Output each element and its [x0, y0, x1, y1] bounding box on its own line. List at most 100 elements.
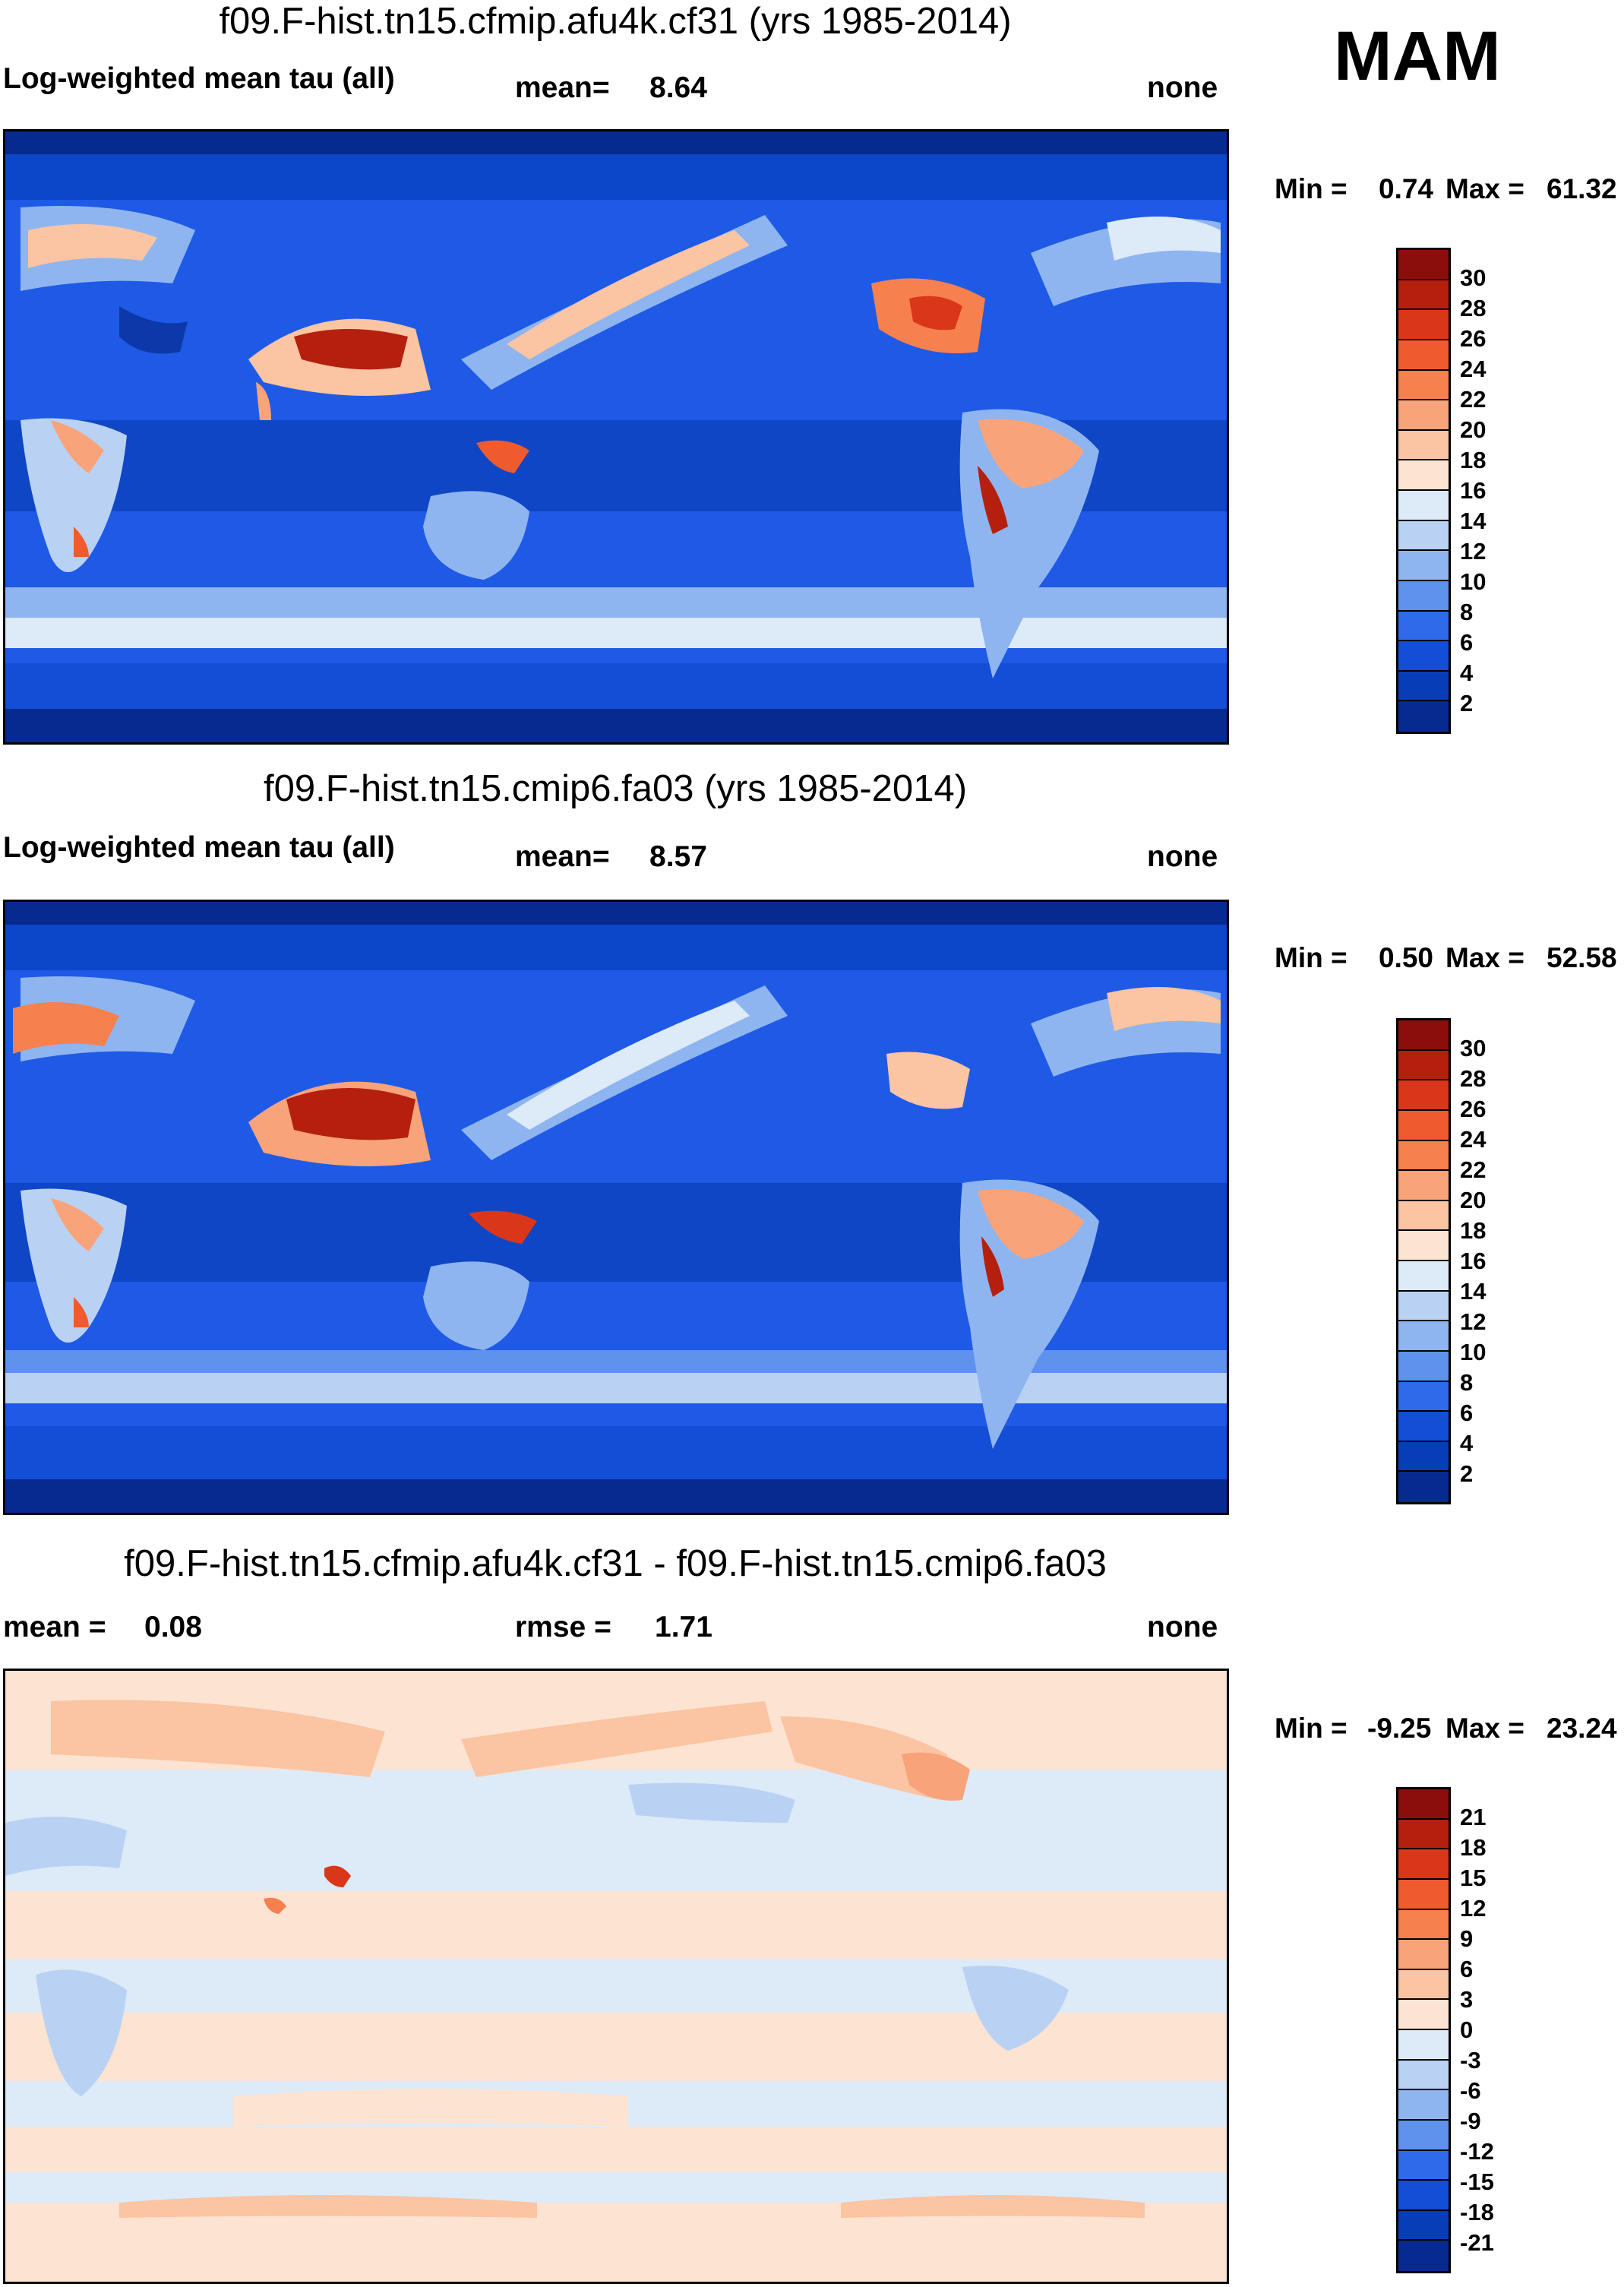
panel-2-max-label: Max =: [1445, 942, 1524, 973]
colorbar-swatch: [1398, 520, 1449, 552]
colorbar-swatch: [1398, 370, 1449, 401]
panel-2-mean-value: 8.57: [649, 840, 707, 873]
colorbar-swatch: [1398, 1819, 1449, 1850]
colorbar-swatch: [1398, 430, 1449, 461]
colorbar-swatch: [1398, 1080, 1449, 1111]
panel-2-colorbar: [1396, 1018, 1451, 1504]
colorbar-swatch: [1398, 1441, 1449, 1472]
colorbar-tick-label: -21: [1460, 2229, 1494, 2256]
colorbar-tick-label: 0: [1460, 2017, 1474, 2043]
colorbar-tick-label: 6: [1460, 1400, 1474, 1426]
panel-3-map-field: [5, 1671, 1227, 2282]
colorbar-tick-label: -12: [1460, 2138, 1494, 2165]
colorbar-tick-label: 12: [1460, 1308, 1487, 1335]
colorbar-tick-label: 8: [1460, 599, 1474, 625]
panel-1-units: none: [1147, 71, 1218, 104]
colorbar-swatch: [1398, 400, 1449, 431]
colorbar-swatch: [1398, 2241, 1449, 2271]
panel-1-colorbar: [1396, 248, 1451, 734]
panel-3-colorbar: [1396, 1787, 1451, 2273]
panel-1-min-label: Min =: [1275, 173, 1348, 204]
colorbar-tick-label: 22: [1460, 386, 1487, 413]
colorbar-tick-label: 10: [1460, 568, 1487, 595]
colorbar-tick-label: -15: [1460, 2168, 1494, 2195]
colorbar-swatch: [1398, 1909, 1449, 1941]
panel-1-variable-label: Log-weighted mean tau (all): [3, 62, 395, 95]
panel-3-rmse-label: rmse =: [515, 1611, 611, 1643]
colorbar-swatch: [1398, 2030, 1449, 2061]
colorbar-tick-label: 26: [1460, 1096, 1487, 1122]
colorbar-tick-label: 30: [1460, 264, 1487, 291]
colorbar-tick-label: 6: [1460, 1956, 1474, 1982]
colorbar-tick-label: 14: [1460, 1278, 1487, 1305]
colorbar-swatch: [1398, 1351, 1449, 1382]
colorbar-swatch: [1398, 2210, 1449, 2241]
colorbar-tick-label: 14: [1460, 508, 1487, 534]
colorbar-swatch: [1398, 1879, 1449, 1910]
panel-3-min-value: -9.25: [1367, 1713, 1432, 1744]
colorbar-swatch: [1398, 1321, 1449, 1352]
colorbar-tick-label: 21: [1460, 1804, 1487, 1830]
colorbar-tick-label: 4: [1460, 1430, 1474, 1457]
panel-3-max-value: 23.24: [1547, 1713, 1617, 1744]
colorbar-tick-label: 24: [1460, 356, 1487, 382]
colorbar-swatch: [1398, 671, 1449, 702]
colorbar-tick-label: 18: [1460, 1834, 1487, 1861]
colorbar-swatch: [1398, 2120, 1449, 2151]
colorbar-swatch: [1398, 701, 1449, 732]
colorbar-swatch: [1398, 1110, 1449, 1141]
colorbar-swatch: [1398, 250, 1449, 280]
colorbar-swatch: [1398, 310, 1449, 340]
season-label: MAM: [1334, 17, 1501, 95]
colorbar-tick-label: 10: [1460, 1339, 1487, 1365]
colorbar-swatch: [1398, 2150, 1449, 2181]
colorbar-tick-label: 20: [1460, 1187, 1487, 1213]
colorbar-tick-label: 30: [1460, 1035, 1487, 1061]
panel-1-mean-value: 8.64: [649, 71, 707, 104]
colorbar-swatch: [1398, 1050, 1449, 1081]
colorbar-tick-label: -3: [1460, 2047, 1481, 2073]
colorbar-swatch: [1398, 1261, 1449, 1292]
colorbar-tick-label: 24: [1460, 1126, 1487, 1153]
panel-3-rmse-value: 1.71: [655, 1611, 712, 1643]
colorbar-tick-label: -9: [1460, 2108, 1481, 2134]
panel-2-units: none: [1147, 840, 1218, 873]
colorbar-tick-label: 26: [1460, 325, 1487, 352]
colorbar-tick-label: 16: [1460, 477, 1487, 504]
colorbar-swatch: [1398, 1789, 1449, 1820]
panel-1-max-value: 61.32: [1547, 173, 1617, 204]
colorbar-swatch: [1398, 460, 1449, 491]
colorbar-swatch: [1398, 1171, 1449, 1201]
colorbar-tick-label: 12: [1460, 1895, 1487, 1922]
panel-3-mean-label: mean =: [3, 1611, 106, 1643]
colorbar-tick-label: 15: [1460, 1865, 1487, 1891]
colorbar-swatch: [1398, 1849, 1449, 1880]
panel-2-map: [3, 900, 1229, 1515]
colorbar-swatch: [1398, 551, 1449, 581]
colorbar-tick-label: 8: [1460, 1369, 1474, 1396]
panel-2-min-value: 0.50: [1379, 942, 1434, 973]
colorbar-tick-label: 6: [1460, 629, 1474, 656]
panel-2-max-value: 52.58: [1547, 942, 1617, 973]
panel-3-map: [3, 1669, 1229, 2284]
colorbar-swatch: [1398, 1200, 1449, 1232]
colorbar-tick-label: -6: [1460, 2077, 1481, 2104]
panel-1-max-label: Max =: [1445, 173, 1524, 204]
panel-1-map: [3, 129, 1229, 745]
colorbar-tick-label: 2: [1460, 690, 1474, 716]
panel-3-min-label: Min =: [1275, 1713, 1348, 1744]
panel-3-max-label: Max =: [1445, 1713, 1524, 1744]
colorbar-tick-label: 2: [1460, 1460, 1474, 1487]
colorbar-swatch: [1398, 2181, 1449, 2211]
colorbar-tick-label: 3: [1460, 1986, 1474, 2013]
colorbar-swatch: [1398, 280, 1449, 311]
panel-1-map-field: [5, 131, 1227, 742]
panel-3-mean-value: 0.08: [144, 1611, 202, 1643]
panel-1-min-value: 0.74: [1379, 173, 1434, 204]
panel-2-variable-label: Log-weighted mean tau (all): [3, 831, 395, 864]
colorbar-swatch: [1398, 1940, 1449, 1970]
colorbar-swatch: [1398, 580, 1449, 612]
colorbar-swatch: [1398, 491, 1449, 521]
panel-1-mean-label: mean=: [515, 71, 610, 104]
colorbar-swatch: [1398, 1291, 1449, 1322]
